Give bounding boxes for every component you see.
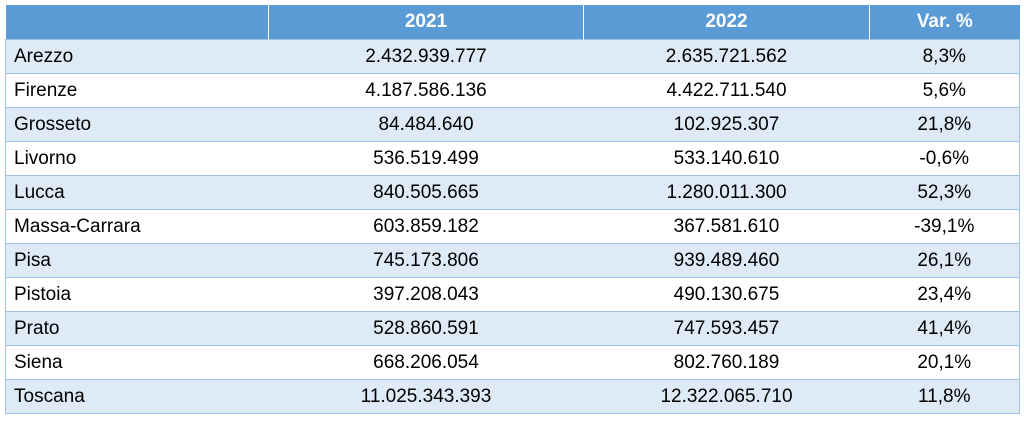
table-row: Firenze 4.187.586.136 4.422.711.540 5,6%	[5, 73, 1020, 108]
table-row: Lucca 840.505.665 1.280.011.300 52,3%	[5, 175, 1020, 210]
row-2022-cell: 4.422.711.540	[583, 73, 870, 108]
row-2021-cell: 2.432.939.777	[268, 39, 584, 74]
row-2022-cell: 102.925.307	[583, 107, 870, 142]
row-var-cell: 41,4%	[869, 311, 1020, 346]
table-row: Pisa 745.173.806 939.489.460 26,1%	[5, 243, 1020, 278]
row-2021-cell: 4.187.586.136	[268, 73, 584, 108]
row-var-cell: -39,1%	[869, 209, 1020, 244]
row-var-cell: 5,6%	[869, 73, 1020, 108]
header-cell-2021: 2021	[268, 5, 584, 40]
table-row: Toscana 11.025.343.393 12.322.065.710 11,8%	[5, 379, 1020, 414]
row-2021-cell: 745.173.806	[268, 243, 584, 278]
row-name-cell: Grosseto	[5, 107, 269, 142]
row-name-cell: Massa-Carrara	[5, 209, 269, 244]
data-table: 2021 2022 Var. % Arezzo 2.432.939.777 2.63…	[5, 5, 1020, 414]
row-var-cell: -0,6%	[869, 141, 1020, 176]
table-row: Prato 528.860.591 747.593.457 41,4%	[5, 311, 1020, 346]
table-row: Arezzo 2.432.939.777 2.635.721.562 8,3%	[5, 39, 1020, 74]
row-name-cell: Prato	[5, 311, 269, 346]
table-row: Pistoia 397.208.043 490.130.675 23,4%	[5, 277, 1020, 312]
row-2021-cell: 11.025.343.393	[268, 379, 584, 414]
row-2021-cell: 397.208.043	[268, 277, 584, 312]
table-body: Arezzo 2.432.939.777 2.635.721.562 8,3% Fire…	[5, 39, 1020, 414]
row-2022-cell: 747.593.457	[583, 311, 870, 346]
row-name-cell: Pistoia	[5, 277, 269, 312]
row-name-cell: Toscana	[5, 379, 269, 414]
row-2022-cell: 490.130.675	[583, 277, 870, 312]
data-table-container: 2021 2022 Var. % Arezzo 2.432.939.777 2.63…	[5, 5, 1020, 414]
row-2021-cell: 668.206.054	[268, 345, 584, 380]
row-2022-cell: 533.140.610	[583, 141, 870, 176]
row-2021-cell: 840.505.665	[268, 175, 584, 210]
row-name-cell: Pisa	[5, 243, 269, 278]
row-2021-cell: 603.859.182	[268, 209, 584, 244]
row-2021-cell: 84.484.640	[268, 107, 584, 142]
header-cell-2022: 2022	[583, 5, 870, 40]
row-var-cell: 23,4%	[869, 277, 1020, 312]
row-var-cell: 20,1%	[869, 345, 1020, 380]
table-row: Massa-Carrara 603.859.182 367.581.610 -39,1…	[5, 209, 1020, 244]
row-var-cell: 21,8%	[869, 107, 1020, 142]
header-cell-name	[5, 5, 269, 40]
row-2021-cell: 536.519.499	[268, 141, 584, 176]
row-2022-cell: 12.322.065.710	[583, 379, 870, 414]
row-name-cell: Siena	[5, 345, 269, 380]
header-cell-var: Var. %	[869, 5, 1020, 40]
table-row: Livorno 536.519.499 533.140.610 -0,6%	[5, 141, 1020, 176]
row-2022-cell: 939.489.460	[583, 243, 870, 278]
row-2022-cell: 802.760.189	[583, 345, 870, 380]
row-name-cell: Lucca	[5, 175, 269, 210]
table-row: Grosseto 84.484.640 102.925.307 21,8%	[5, 107, 1020, 142]
row-2022-cell: 1.280.011.300	[583, 175, 870, 210]
header-row: 2021 2022 Var. %	[5, 5, 1020, 40]
row-var-cell: 11,8%	[869, 379, 1020, 414]
row-var-cell: 26,1%	[869, 243, 1020, 278]
row-var-cell: 52,3%	[869, 175, 1020, 210]
row-name-cell: Livorno	[5, 141, 269, 176]
row-2022-cell: 367.581.610	[583, 209, 870, 244]
table-row: Siena 668.206.054 802.760.189 20,1%	[5, 345, 1020, 380]
row-var-cell: 8,3%	[869, 39, 1020, 74]
row-2021-cell: 528.860.591	[268, 311, 584, 346]
row-name-cell: Arezzo	[5, 39, 269, 74]
row-name-cell: Firenze	[5, 73, 269, 108]
row-2022-cell: 2.635.721.562	[583, 39, 870, 74]
